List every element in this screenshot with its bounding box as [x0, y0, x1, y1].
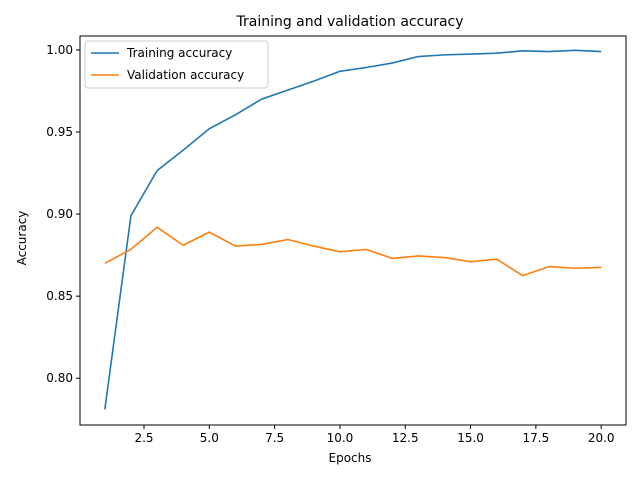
legend: Training accuracy Validation accuracy [84, 40, 269, 89]
x-tick-label: 10.0 [327, 431, 354, 445]
y-tick-label: 1.00 [46, 43, 73, 57]
x-axis-label: Epochs [329, 451, 372, 465]
legend-label: Training accuracy [126, 46, 232, 60]
y-axis-ticks: 0.80 0.85 0.90 0.95 1.00 [46, 43, 80, 385]
x-axis-ticks: 2.5 5.0 7.5 10.0 12.5 15.0 17.5 20.0 [134, 425, 615, 445]
y-axis-label: Accuracy [15, 211, 29, 266]
y-tick-label: 0.80 [46, 371, 73, 385]
x-tick-label: 17.5 [523, 431, 550, 445]
series-group [104, 49, 602, 410]
y-tick-label: 0.95 [46, 125, 73, 139]
plot-area [79, 35, 627, 426]
x-tick-label: 2.5 [134, 431, 153, 445]
chart-title: Training and validation accuracy [235, 14, 463, 30]
y-tick-label: 0.85 [46, 289, 73, 303]
legend-box [84, 40, 269, 89]
x-tick-label: 12.5 [392, 431, 419, 445]
x-tick-label: 7.5 [265, 431, 284, 445]
legend-label: Validation accuracy [127, 68, 244, 82]
x-tick-label: 20.0 [588, 431, 615, 445]
y-tick-label: 0.90 [46, 207, 73, 221]
x-tick-label: 5.0 [200, 431, 219, 445]
series-line-training [104, 49, 602, 410]
x-tick-label: 15.0 [457, 431, 484, 445]
plot-frame [79, 35, 627, 426]
series-line-validation [104, 226, 602, 277]
